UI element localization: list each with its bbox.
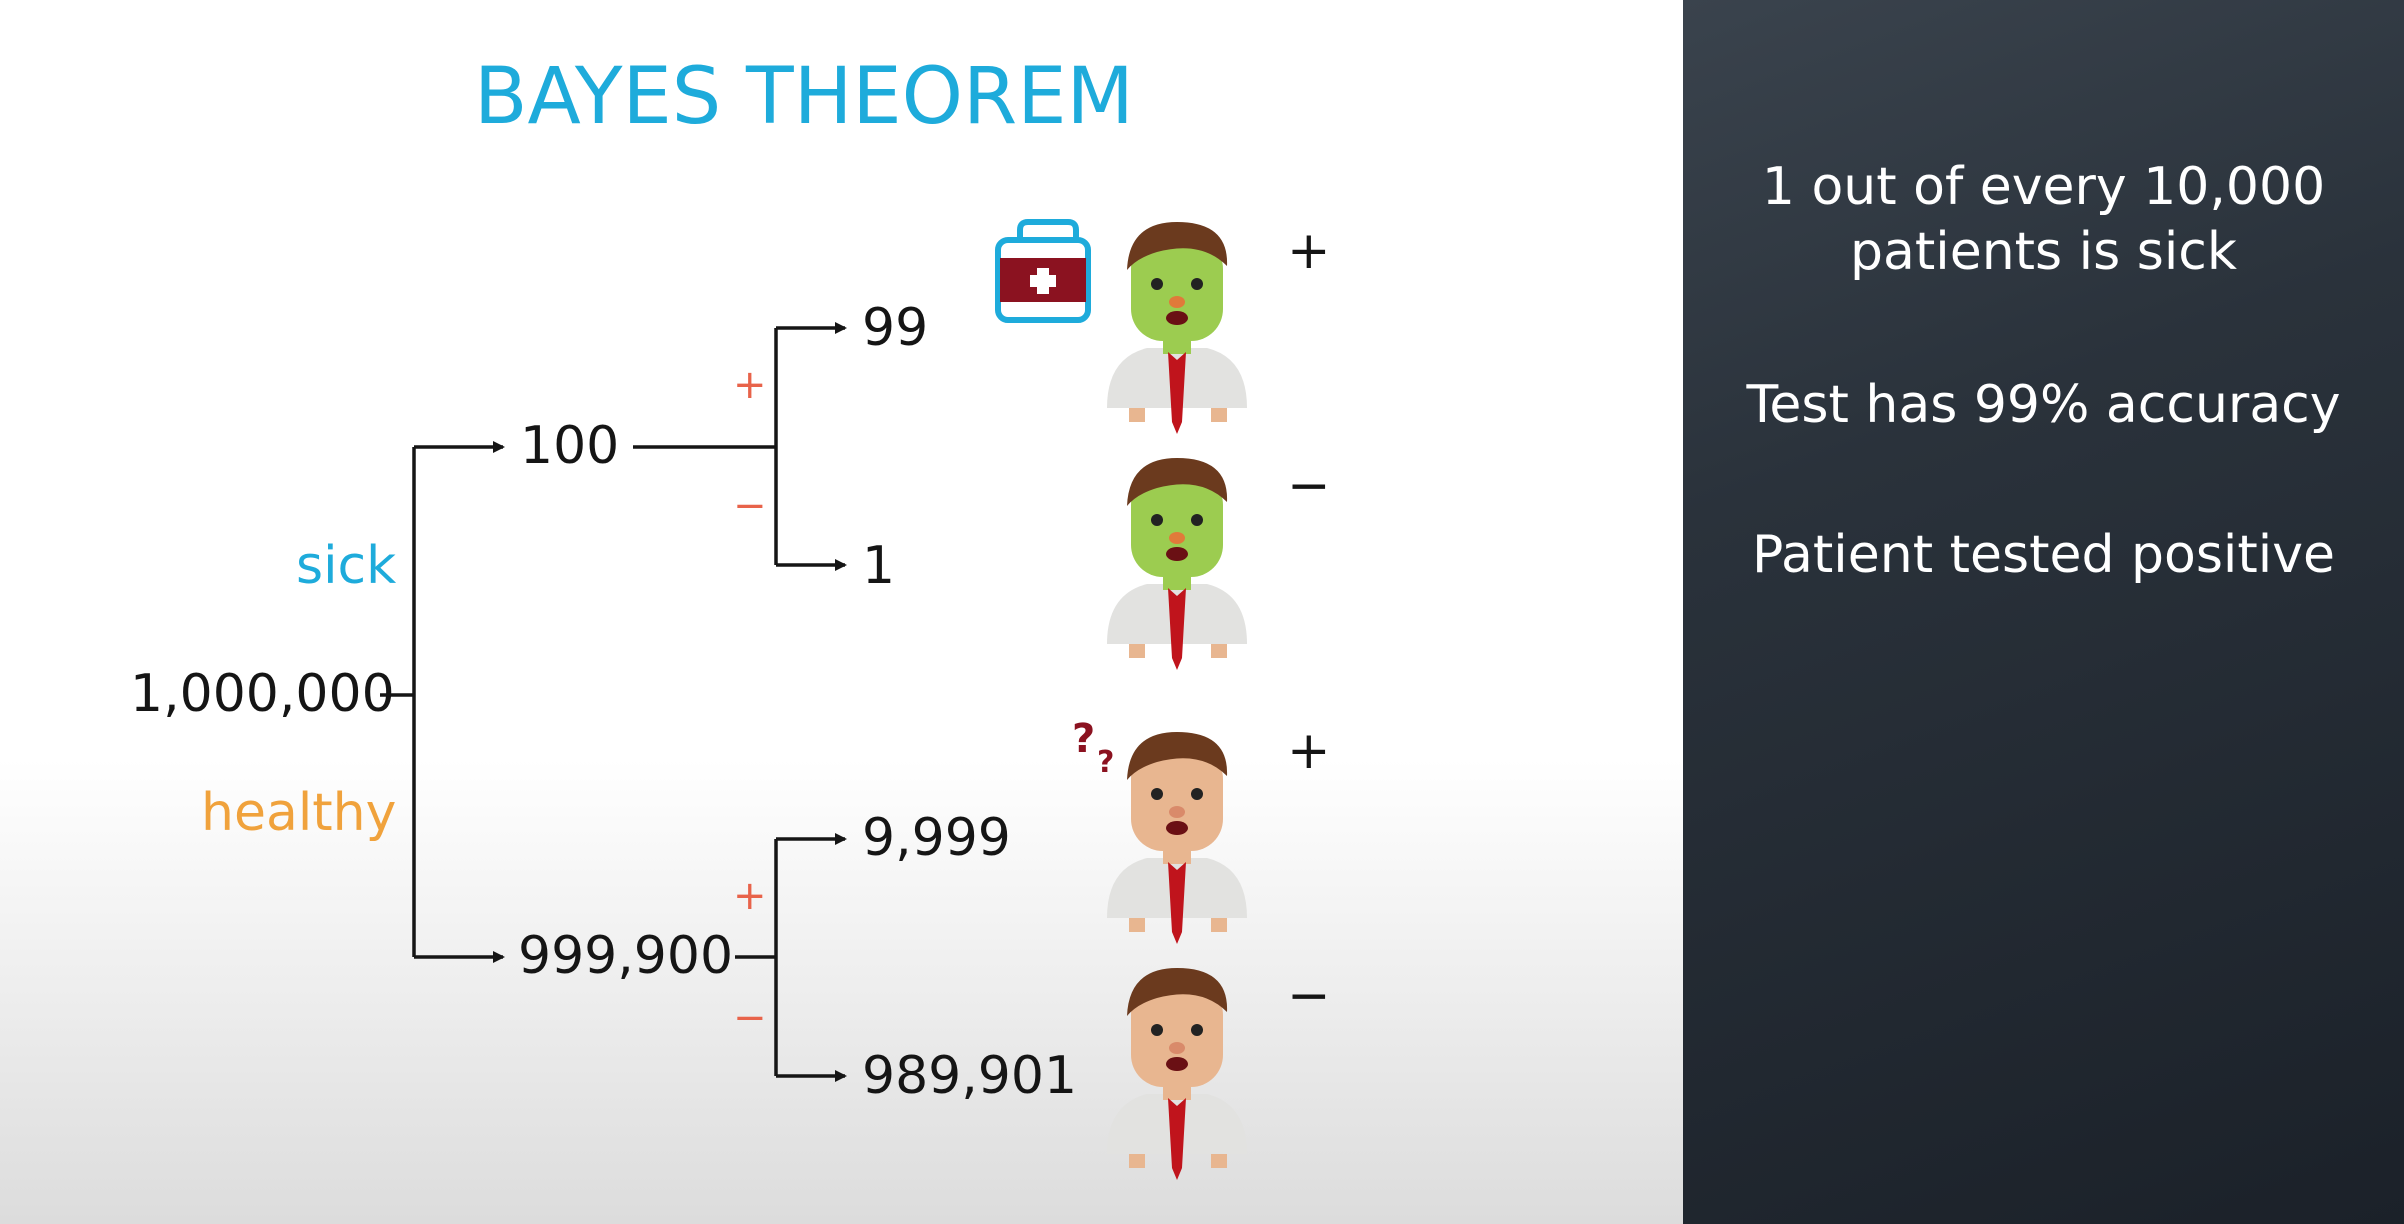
result-sign: − (1287, 456, 1331, 516)
panel-line-2: patients is sick (1850, 222, 2237, 282)
panel-line-1: 1 out of every 10,000 (1761, 157, 2326, 217)
question-marks-icon: ? ? (1072, 716, 1114, 780)
result-sign: + (1287, 721, 1331, 781)
sick-label: sick (296, 536, 397, 596)
patient-figures (1107, 222, 1247, 1180)
sick-patient-negative-icon (1107, 458, 1247, 670)
healthy-patient-positive-icon (1107, 732, 1247, 944)
healthy-negative-count: 989,901 (862, 1046, 1078, 1106)
sick-negative-count: 1 (862, 536, 896, 596)
healthy-total: 999,900 (518, 926, 734, 986)
svg-text:?: ? (1072, 716, 1095, 762)
info-panel: 1 out of every 10,000 patients is sick T… (1683, 0, 2404, 1224)
healthy-patient-negative-icon (1107, 968, 1247, 1180)
result-sign: + (1287, 221, 1331, 281)
plus-sign: + (733, 362, 767, 408)
panel-line-4: Patient tested positive (1752, 525, 2335, 585)
minus-sign: − (733, 995, 767, 1041)
healthy-positive-count: 9,999 (862, 808, 1011, 868)
healthy-label: healthy (201, 783, 397, 843)
plus-sign: + (733, 873, 767, 919)
medical-kit-icon (995, 219, 1091, 323)
sick-patient-positive-icon (1107, 222, 1247, 434)
diagram-area: BAYES THEOREM 1,000,000 sick healthy 100… (0, 0, 1683, 1224)
page-title: BAYES THEOREM (474, 52, 1134, 142)
sick-positive-count: 99 (862, 298, 929, 358)
result-sign: − (1287, 966, 1331, 1026)
svg-text:?: ? (1097, 745, 1114, 780)
tree-lines (380, 322, 847, 1082)
minus-sign: − (733, 483, 767, 529)
root-value: 1,000,000 (130, 664, 395, 724)
sick-total: 100 (520, 416, 620, 476)
panel-line-3: Test has 99% accuracy (1746, 375, 2341, 435)
illustrations: ? ? (995, 219, 1114, 780)
